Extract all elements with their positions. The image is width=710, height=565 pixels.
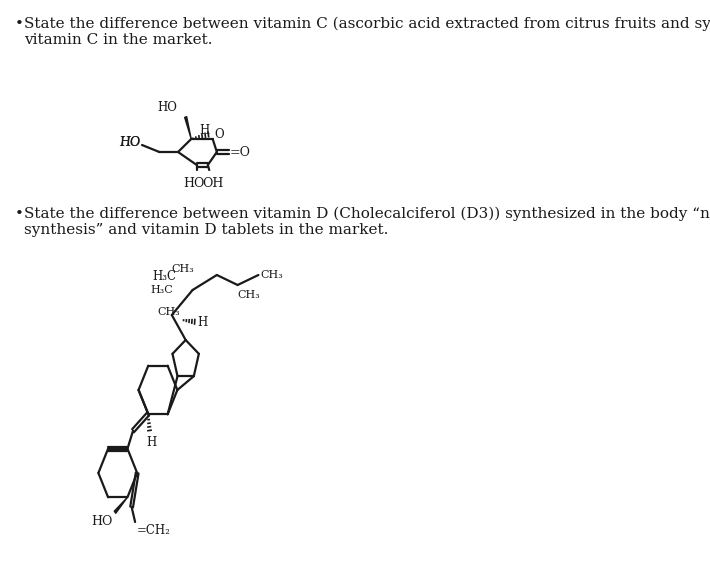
Text: H: H	[146, 436, 156, 449]
Text: State the difference between vitamin D (Cholecalciferol (D3)) synthesized in the: State the difference between vitamin D (…	[24, 207, 710, 221]
Text: H: H	[197, 315, 208, 328]
Text: =CH₂: =CH₂	[136, 524, 170, 537]
Text: State the difference between vitamin C (ascorbic acid extracted from citrus frui: State the difference between vitamin C (…	[24, 17, 710, 32]
Text: H: H	[200, 124, 209, 137]
Polygon shape	[114, 497, 128, 514]
Text: H₃C: H₃C	[151, 285, 173, 295]
Text: HO: HO	[119, 136, 141, 149]
Text: CH₃: CH₃	[172, 264, 195, 274]
Text: •: •	[15, 207, 24, 221]
Text: synthesis” and vitamin D tablets in the market.: synthesis” and vitamin D tablets in the …	[24, 223, 388, 237]
Text: OH: OH	[202, 177, 224, 190]
Text: vitamin C in the market.: vitamin C in the market.	[24, 33, 213, 47]
Text: =O: =O	[230, 146, 251, 159]
Text: •: •	[15, 17, 24, 31]
Text: HO: HO	[91, 515, 112, 528]
Text: CH₃: CH₃	[158, 307, 180, 317]
Text: HO: HO	[158, 101, 178, 114]
Polygon shape	[185, 116, 191, 139]
Text: HO: HO	[183, 177, 204, 190]
Text: CH₃: CH₃	[238, 290, 261, 300]
Text: HO: HO	[119, 136, 141, 149]
Text: H₃C: H₃C	[153, 271, 176, 284]
Text: CH₃: CH₃	[261, 270, 283, 280]
Text: O: O	[214, 128, 224, 141]
